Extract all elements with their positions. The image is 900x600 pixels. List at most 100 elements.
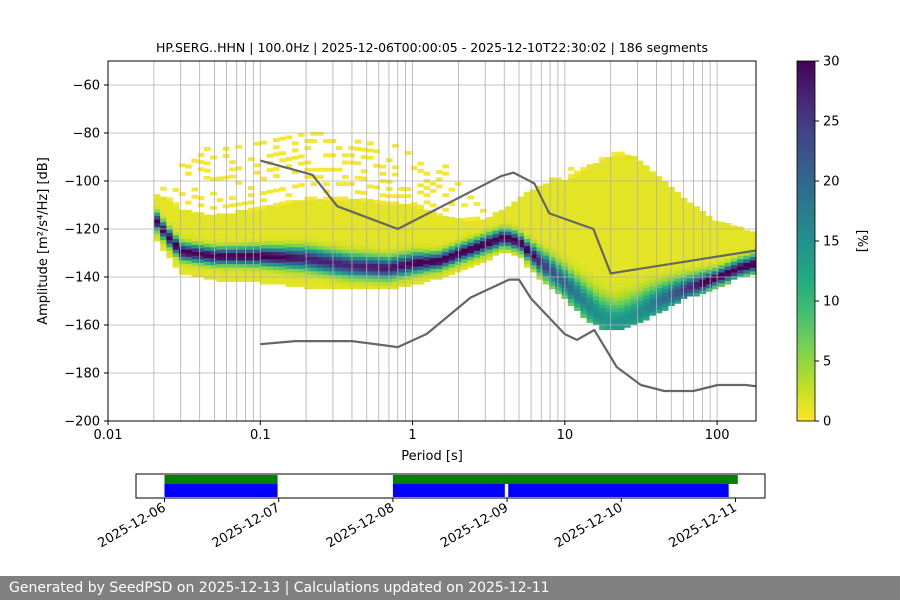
density-cell (643, 205, 650, 209)
density-cell (687, 231, 694, 236)
density-cell (323, 206, 330, 211)
density-cell (643, 165, 650, 170)
density-cell (473, 247, 481, 251)
density-cell (618, 279, 625, 284)
density-cell (373, 249, 380, 254)
density-cell (636, 261, 644, 266)
density-cell (574, 274, 581, 279)
density-cell (605, 196, 613, 201)
density-cell (549, 249, 556, 254)
density-cell (649, 189, 656, 194)
density-cell (511, 223, 518, 227)
density-cell (498, 209, 506, 214)
density-cell (636, 283, 644, 287)
density-cell (687, 220, 694, 225)
density-cell (392, 227, 399, 232)
density-cell (241, 224, 249, 229)
density-cell (624, 241, 631, 245)
density-cell (216, 242, 224, 247)
density-cell (712, 274, 719, 279)
density-cell (530, 239, 537, 244)
density-cell (480, 241, 487, 245)
density-cell (160, 214, 167, 219)
density-cell (191, 237, 199, 242)
density-cell (367, 285, 374, 290)
density-cell (693, 213, 700, 218)
density-cell (197, 152, 205, 157)
density-cell (611, 311, 619, 316)
density-cell (567, 251, 575, 256)
density-cell (580, 213, 587, 218)
density-cell (574, 281, 581, 286)
density-cell (523, 209, 531, 214)
density-cell (680, 295, 688, 299)
density-cell (530, 257, 537, 262)
density-cell (643, 197, 650, 202)
density-cell (586, 239, 594, 244)
density-cell (687, 271, 694, 275)
density-cell (285, 218, 293, 223)
density-cell (730, 229, 738, 233)
density-cell (605, 232, 613, 237)
density-cell (542, 255, 550, 260)
density-cell (536, 225, 544, 230)
density-cell (618, 265, 625, 269)
density-cell (448, 217, 456, 221)
density-cell (712, 224, 719, 229)
density-cell (241, 213, 249, 218)
density-cell (567, 194, 575, 199)
density-cell (291, 200, 299, 205)
density-cell (643, 179, 650, 184)
density-cell (398, 254, 406, 259)
density-cell (291, 211, 299, 215)
density-cell (605, 257, 613, 262)
density-cell (586, 257, 594, 262)
density-cell (392, 231, 399, 236)
density-cell (285, 239, 293, 244)
density-cell (618, 243, 625, 248)
density-cell (687, 263, 694, 268)
density-cell (680, 251, 688, 256)
density-cell (643, 255, 650, 260)
density-cell (379, 200, 387, 205)
density-cell (442, 230, 449, 235)
density-cell (235, 253, 242, 257)
density-cell (687, 235, 694, 239)
density-cell (618, 301, 625, 305)
density-cell (323, 153, 330, 158)
density-cell (630, 184, 638, 189)
density-cell (185, 242, 192, 247)
density-cell (618, 207, 625, 212)
density-cell (178, 235, 186, 239)
density-cell (574, 206, 581, 211)
density-cell (536, 268, 544, 273)
density-cell (304, 213, 311, 218)
density-cell (411, 223, 418, 227)
density-cell (605, 207, 613, 212)
density-cell (342, 238, 349, 243)
density-cell (467, 253, 475, 257)
density-cell (429, 275, 437, 280)
density-cell (461, 203, 468, 208)
density-cell (436, 225, 443, 230)
density-cell (636, 265, 644, 269)
density-cell (511, 251, 518, 256)
density-cell (567, 183, 575, 188)
density-cell (505, 227, 512, 232)
density-cell (580, 278, 587, 283)
density-cell (599, 301, 606, 305)
density-cell (649, 207, 656, 212)
density-cell (586, 308, 594, 313)
colorbar-tick-label: 20 (823, 175, 840, 190)
density-cell (618, 151, 625, 156)
density-cell (235, 260, 242, 265)
density-cell (630, 299, 638, 304)
density-cell (204, 239, 211, 244)
density-cell (624, 291, 631, 296)
density-cell (693, 224, 700, 229)
density-cell (266, 230, 274, 235)
density-cell (592, 166, 600, 171)
density-cell (592, 206, 600, 211)
density-cell (574, 299, 581, 304)
density-cell (523, 199, 531, 203)
